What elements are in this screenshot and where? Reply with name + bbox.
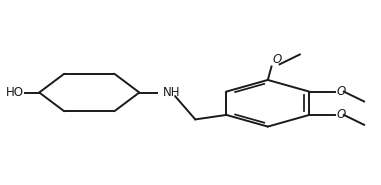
Text: NH: NH: [163, 86, 181, 99]
Text: O: O: [336, 85, 345, 98]
Text: HO: HO: [5, 86, 23, 99]
Text: O: O: [336, 108, 345, 121]
Text: O: O: [272, 53, 282, 66]
